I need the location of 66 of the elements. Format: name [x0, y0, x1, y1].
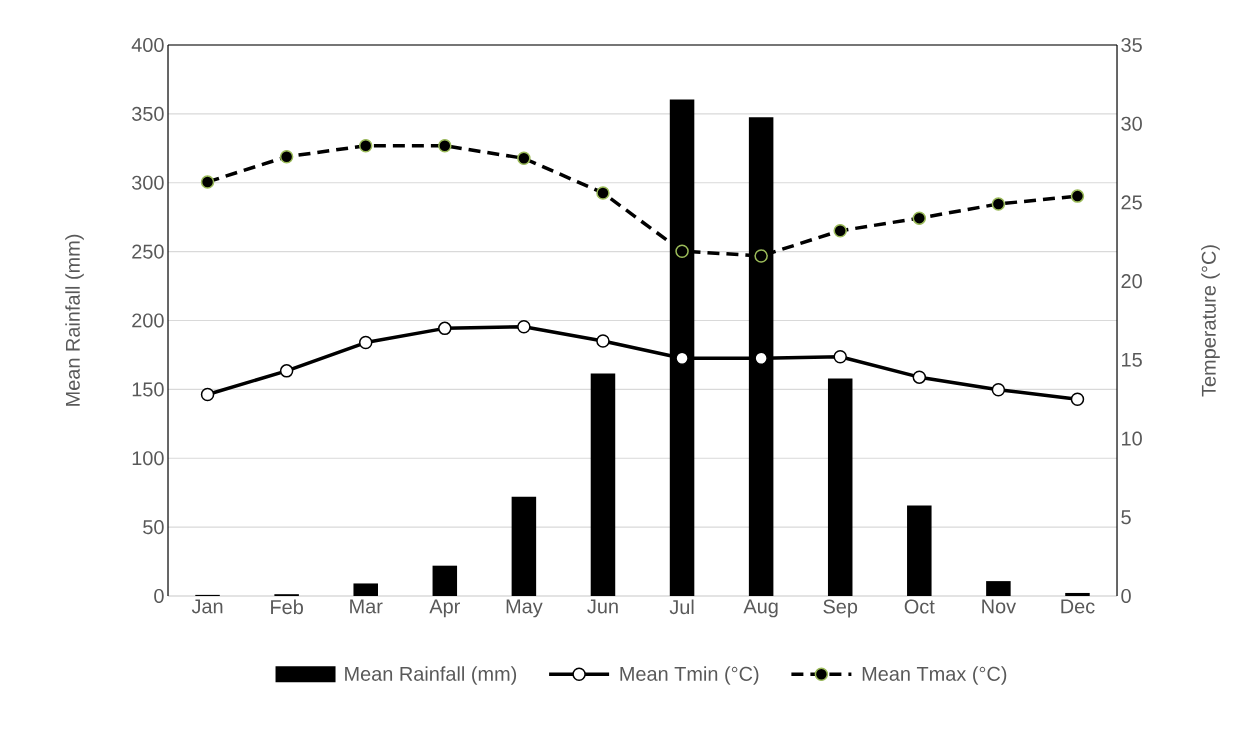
point	[675, 351, 689, 366]
bar	[590, 373, 616, 596]
y-tick-label: 100	[132, 451, 164, 466]
point	[279, 150, 294, 164]
point	[438, 138, 452, 153]
point	[991, 383, 1006, 397]
y2-tick-label: 10	[1122, 431, 1142, 446]
bar	[511, 496, 537, 596]
x-tick-label: Jun	[587, 599, 618, 614]
point	[675, 244, 689, 258]
x-tick-label: Nov	[982, 599, 1017, 614]
y2-tick-label: 25	[1121, 195, 1142, 210]
point	[754, 351, 768, 366]
bar	[986, 581, 1011, 596]
y2-tick-label: 0	[1121, 588, 1131, 604]
legend-label: Mean Rainfall (mm)	[345, 666, 517, 685]
bar	[907, 505, 932, 596]
x-tick-label: Jan	[191, 599, 223, 614]
point	[1070, 189, 1085, 203]
y2-tick-label: 20	[1121, 274, 1142, 289]
legend-label: Mean Tmin (°C)	[620, 666, 759, 685]
point	[833, 224, 847, 238]
point	[912, 370, 927, 384]
y-tick-label: 250	[132, 244, 164, 259]
point	[200, 387, 215, 402]
y2-tick-label: 35	[1121, 37, 1142, 53]
x-tick-label: Oct	[904, 599, 935, 614]
y-tick-label: 0	[154, 588, 164, 604]
x-tick-label: Aug	[743, 599, 778, 618]
y-tick-label: 300	[132, 175, 164, 190]
x-tick-label: Dec	[1061, 599, 1095, 614]
point	[200, 175, 215, 189]
bar	[1065, 592, 1090, 596]
x-tick-label: Jul	[669, 599, 694, 615]
point	[991, 197, 1006, 211]
point	[438, 321, 452, 336]
x-tick-label: May	[506, 599, 543, 618]
point	[358, 335, 373, 350]
bar	[827, 378, 853, 596]
point	[912, 211, 927, 225]
x-tick-label: Sep	[823, 599, 858, 618]
x-tick-label: Feb	[271, 599, 303, 615]
bar	[353, 583, 378, 596]
y-tick-label: 400	[131, 37, 164, 53]
y2-tick-label: 15	[1122, 352, 1142, 367]
y-axis-title: Mean Rainfall (mm)	[65, 234, 84, 406]
point	[517, 151, 531, 166]
y-tick-label: 350	[132, 106, 164, 121]
point	[833, 349, 847, 364]
y-tick-label: 150	[132, 382, 164, 397]
legend-label: Mean Tmax (°C)	[862, 666, 1007, 685]
point	[358, 138, 373, 153]
x-tick-label: Mar	[350, 599, 383, 614]
y2-tick-label: 5	[1121, 510, 1131, 525]
point	[596, 334, 610, 348]
bar	[432, 565, 458, 596]
y2-axis-title: Temperature (°C)	[1201, 245, 1220, 397]
x-tick-label: Apr	[429, 599, 460, 618]
point	[1070, 392, 1085, 406]
y-tick-label: 50	[143, 520, 164, 535]
point	[754, 249, 768, 263]
point	[279, 364, 294, 378]
point	[517, 320, 531, 334]
y-tick-label: 200	[132, 313, 164, 328]
y2-tick-label: 30	[1121, 116, 1142, 131]
point	[596, 186, 610, 200]
